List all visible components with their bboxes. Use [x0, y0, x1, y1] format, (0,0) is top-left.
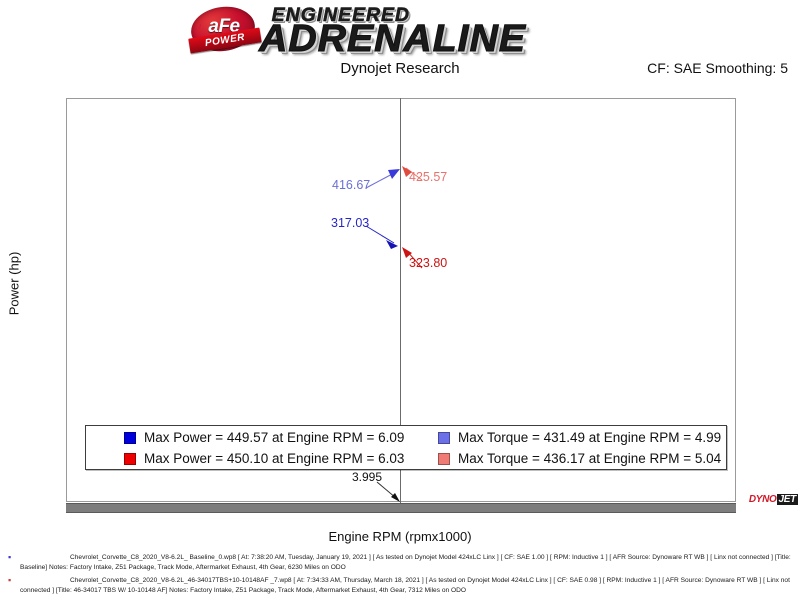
cursor-rpm-label: 3.995: [352, 470, 383, 484]
y-axis-left: Power (hp): [0, 98, 66, 502]
legend-label-power-baseline: Max Power = 449.57 at Engine RPM = 6.09: [144, 430, 405, 445]
power-baseline-callout: 317.03: [331, 216, 370, 230]
legend-swatch-torque-baseline: [438, 431, 450, 444]
afe-power-logo-icon: aFe POWER: [185, 2, 263, 56]
x-axis-bar: [66, 503, 736, 513]
dynojet-badge-part2: JET: [776, 494, 798, 505]
x-axis-label: Engine RPM (rpmx1000): [328, 529, 472, 544]
cursor-pointer-icon: [376, 481, 400, 502]
y-axis-right: Torque (ft-lbs): [736, 98, 800, 502]
legend-swatch-power-baseline: [124, 431, 136, 444]
dynojet-badge-part1: DYNO: [748, 494, 777, 505]
correction-factor-label: CF: SAE Smoothing: 5: [647, 60, 788, 76]
legend-row: Max Torque = 431.49 at Engine RPM = 4.99: [438, 427, 721, 448]
legend-box: Max Power = 449.57 at Engine RPM = 6.09 …: [85, 425, 727, 470]
legend-swatch-power-modified: [124, 452, 136, 465]
power-modified-callout: 323.80: [409, 256, 448, 270]
footnote-bullet-icon: ▪: [8, 575, 12, 585]
torque-modified-callout: 425.57: [409, 170, 448, 184]
legend-label-torque-baseline: Max Torque = 431.49 at Engine RPM = 4.99: [458, 430, 722, 445]
footnote-modified-text: Chevrolet_Corvette_C8_2020_V8-6.2L_46-34…: [20, 577, 790, 594]
footnote-bullet-icon: ▪: [8, 552, 12, 562]
legend-label-power-modified: Max Power = 450.10 at Engine RPM = 6.03: [144, 451, 405, 466]
engineered-wordmark: ENGINEERED: [271, 5, 410, 27]
legend-row: Max Power = 450.10 at Engine RPM = 6.03: [124, 448, 404, 469]
legend-row: Max Torque = 436.17 at Engine RPM = 5.04: [438, 448, 721, 469]
torque-baseline-callout: 416.67: [332, 178, 371, 192]
dynojet-research-subtitle: Dynojet Research: [340, 60, 460, 77]
adrenaline-wordmark: ADRENALINE: [259, 18, 527, 60]
afe-brand-block: aFe POWER ENGINEERED ADRENALINE: [185, 2, 605, 60]
legend-swatch-torque-modified: [438, 452, 450, 465]
footnote-baseline-text: Chevrolet_Corvette_C8_2020_V8-6.2L_ Base…: [20, 554, 791, 571]
cursor-line[interactable]: [400, 98, 401, 503]
legend-label-torque-modified: Max Torque = 436.17 at Engine RPM = 5.04: [458, 451, 722, 466]
legend-row: Max Power = 449.57 at Engine RPM = 6.09: [124, 427, 404, 448]
dynojet-watermark-icon: DYNO JET: [749, 494, 798, 505]
header: aFe POWER ENGINEERED ADRENALINE Dynojet …: [0, 0, 800, 77]
y-axis-left-label: Power (hp): [6, 251, 22, 316]
